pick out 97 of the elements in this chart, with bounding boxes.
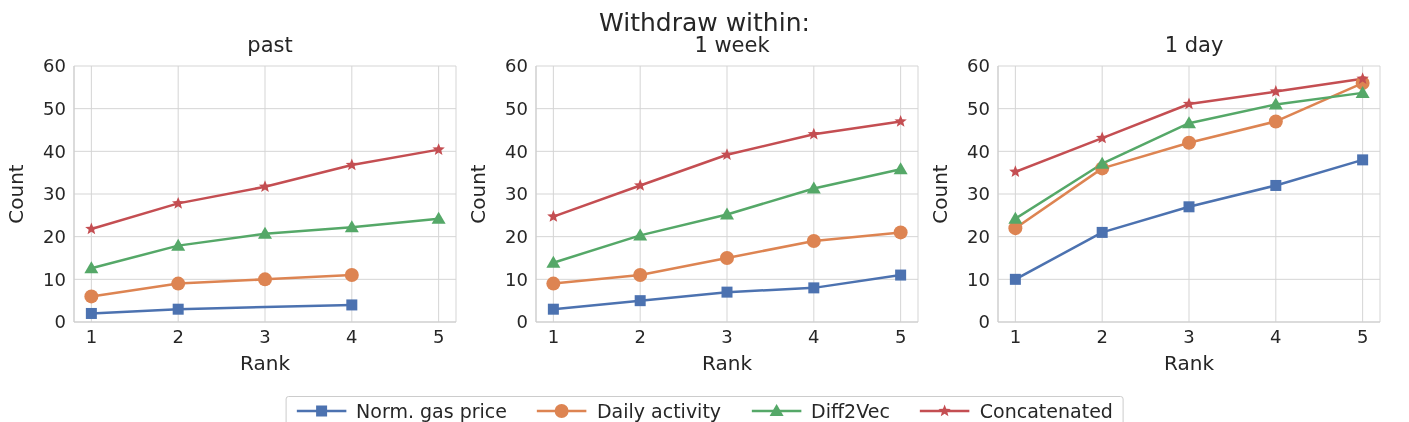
point	[258, 180, 272, 193]
chart-title: past	[246, 33, 294, 57]
y-axis-title: Count	[466, 164, 491, 224]
x-tick-label: 1	[1009, 325, 1022, 347]
point	[806, 181, 821, 194]
point	[806, 233, 821, 248]
y-tick-label: 10	[43, 268, 66, 290]
point	[84, 261, 99, 274]
y-tick-label: 50	[43, 98, 66, 120]
x-tick-label: 3	[259, 325, 271, 347]
y-tick-label: 30	[505, 183, 528, 205]
point	[807, 127, 820, 140]
point	[1182, 135, 1196, 150]
point	[721, 286, 733, 298]
point	[1355, 85, 1370, 98]
point	[431, 211, 446, 224]
point	[1268, 114, 1283, 129]
x-tick-label: 1	[547, 325, 560, 347]
chart-title: 1 day	[1163, 33, 1225, 57]
point	[1095, 156, 1110, 169]
point	[346, 299, 358, 311]
x-tick-label: 4	[808, 325, 820, 347]
point	[893, 162, 908, 175]
y-tick-label: 60	[505, 55, 528, 77]
legend-label: Concatenated	[979, 400, 1113, 422]
x-tick-label: 4	[1270, 325, 1282, 347]
y-tick-label: 0	[516, 311, 528, 333]
point	[546, 276, 561, 291]
x-axis-title: Rank	[240, 351, 291, 375]
y-tick-label: 0	[978, 311, 990, 333]
y-tick-label: 10	[967, 268, 990, 290]
x-tick-label: 2	[172, 325, 184, 347]
y-tick-label: 60	[43, 55, 66, 77]
y-tick-label: 40	[43, 140, 66, 162]
y-tick-label: 20	[505, 226, 528, 248]
point	[546, 255, 561, 268]
point	[1009, 273, 1021, 285]
point	[172, 303, 184, 315]
point	[258, 226, 272, 239]
point	[894, 114, 907, 127]
y-tick-label: 30	[43, 183, 66, 205]
x-axis-title: Rank	[702, 351, 753, 375]
point	[1269, 85, 1282, 97]
x-tick-label: 3	[721, 325, 733, 347]
point	[720, 207, 734, 220]
y-tick-label: 40	[505, 140, 528, 162]
x-tick-label: 2	[1096, 325, 1108, 347]
y-tick-label: 60	[967, 55, 990, 77]
y-tick-label: 0	[54, 311, 66, 333]
legend-label: Daily activity	[596, 400, 722, 422]
point	[1182, 97, 1196, 110]
point	[1096, 226, 1108, 238]
y-tick-label: 40	[967, 140, 990, 162]
x-axis-title: Rank	[1164, 351, 1215, 375]
legend-label: Diff2Vec	[811, 400, 890, 422]
x-tick-label: 5	[432, 325, 445, 347]
point	[171, 238, 186, 251]
y-axis-title: Count	[928, 164, 953, 224]
y-tick-label: 30	[967, 183, 990, 205]
point	[344, 220, 359, 233]
x-tick-label: 2	[634, 325, 646, 347]
point	[720, 251, 734, 265]
point	[345, 158, 358, 171]
point	[893, 225, 908, 240]
point	[1182, 116, 1196, 129]
point	[808, 282, 820, 294]
point	[85, 307, 97, 319]
x-tick-label: 5	[894, 325, 907, 347]
point	[258, 272, 272, 287]
point	[1268, 97, 1283, 110]
point	[344, 268, 359, 283]
y-tick-label: 10	[505, 268, 528, 290]
x-tick-label: 5	[1356, 325, 1369, 347]
point	[172, 196, 185, 209]
x-tick-label: 3	[1183, 325, 1195, 347]
point	[84, 289, 99, 304]
point	[1357, 154, 1369, 166]
point	[1008, 211, 1023, 224]
point	[1270, 179, 1282, 191]
y-tick-label: 20	[967, 226, 990, 248]
legend-label: Norm. gas price	[356, 400, 507, 422]
point	[720, 148, 734, 161]
point	[633, 228, 648, 241]
point	[1183, 201, 1195, 213]
y-tick-label: 50	[967, 98, 990, 120]
point	[634, 295, 646, 307]
y-tick-label: 50	[505, 98, 528, 120]
point	[432, 143, 445, 155]
point	[171, 276, 186, 291]
point	[1356, 72, 1369, 85]
y-axis-title: Count	[4, 164, 29, 224]
point	[895, 269, 907, 281]
x-tick-label: 1	[85, 325, 98, 347]
x-tick-label: 4	[346, 325, 358, 347]
point	[633, 268, 648, 283]
point	[547, 303, 559, 315]
y-tick-label: 20	[43, 226, 66, 248]
